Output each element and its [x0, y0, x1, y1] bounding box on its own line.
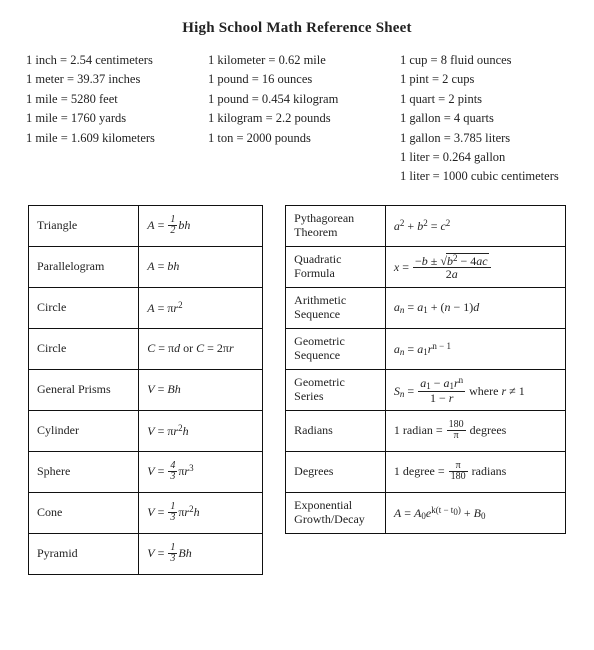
formula-name: Triangle — [29, 205, 139, 246]
table-row: Exponential Growth/Decay A = A0ek(t − t0… — [286, 492, 566, 533]
table-row: Sphere V = 43πr3 — [29, 451, 263, 492]
conversion-line: 1 liter = 0.264 gallon — [400, 148, 568, 167]
table-row: Pyramid V = 13Bh — [29, 533, 263, 574]
formula-name: Cylinder — [29, 410, 139, 451]
table-row: Parallelogram A = bh — [29, 246, 263, 287]
formula-cell: A = πr2 — [139, 287, 263, 328]
formula-cell: x = −b ± b2 − 4ac2a — [385, 246, 565, 287]
formula-cell: C = πd or C = 2πr — [139, 328, 263, 369]
table-row: Circle A = πr2 — [29, 287, 263, 328]
formula-cell: V = πr2h — [139, 410, 263, 451]
conversion-line: 1 mile = 1.609 kilometers — [26, 129, 194, 148]
conversion-line: 1 gallon = 4 quarts — [400, 109, 568, 128]
formula-name: Pyramid — [29, 533, 139, 574]
formula-name: Parallelogram — [29, 246, 139, 287]
formula-name: Exponential Growth/Decay — [286, 492, 386, 533]
conversion-line: 1 pound = 0.454 kilogram — [208, 90, 386, 109]
table-row: Cylinder V = πr2h — [29, 410, 263, 451]
formula-tables: Triangle A = 12bh Parallelogram A = bh C… — [28, 205, 566, 575]
formula-name: Radians — [286, 410, 386, 451]
conversion-col-1: 1 inch = 2.54 centimeters 1 meter = 39.3… — [26, 51, 194, 187]
table-row: Geometric Sequence an = a1rn − 1 — [286, 328, 566, 369]
table-row: Triangle A = 12bh — [29, 205, 263, 246]
conversion-line: 1 ton = 2000 pounds — [208, 129, 386, 148]
conversion-line: 1 liter = 1000 cubic centimeters — [400, 167, 568, 186]
formula-name: General Prisms — [29, 369, 139, 410]
formula-cell: a2 + b2 = c2 — [385, 205, 565, 246]
formula-cell: A = A0ek(t − t0) + B0 — [385, 492, 565, 533]
formula-cell: 1 radian = 180π degrees — [385, 410, 565, 451]
formula-cell: an = a1rn − 1 — [385, 328, 565, 369]
conversion-line: 1 pound = 16 ounces — [208, 70, 386, 89]
formula-name: Cone — [29, 492, 139, 533]
conversion-line: 1 mile = 5280 feet — [26, 90, 194, 109]
table-row: Cone V = 13πr2h — [29, 492, 263, 533]
algebra-formula-table: Pythagorean Theorem a2 + b2 = c2 Quadrat… — [285, 205, 566, 534]
conversion-col-3: 1 cup = 8 fluid ounces 1 pint = 2 cups 1… — [400, 51, 568, 187]
formula-cell: V = 13πr2h — [139, 492, 263, 533]
conversion-line: 1 quart = 2 pints — [400, 90, 568, 109]
formula-name: Quadratic Formula — [286, 246, 386, 287]
conversion-line: 1 inch = 2.54 centimeters — [26, 51, 194, 70]
formula-cell: 1 degree = π180 radians — [385, 451, 565, 492]
conversion-line: 1 kilometer = 0.62 mile — [208, 51, 386, 70]
table-row: Pythagorean Theorem a2 + b2 = c2 — [286, 205, 566, 246]
formula-name: Degrees — [286, 451, 386, 492]
conversion-col-2: 1 kilometer = 0.62 mile 1 pound = 16 oun… — [208, 51, 386, 187]
formula-cell: V = 43πr3 — [139, 451, 263, 492]
table-row: Circle C = πd or C = 2πr — [29, 328, 263, 369]
table-row: General Prisms V = Bh — [29, 369, 263, 410]
formula-cell: V = Bh — [139, 369, 263, 410]
conversion-line: 1 mile = 1760 yards — [26, 109, 194, 128]
formula-name: Circle — [29, 287, 139, 328]
table-row: Geometric Series Sn = a1 − a1rn1 − r whe… — [286, 369, 566, 410]
formula-name: Arithmetic Sequence — [286, 287, 386, 328]
conversion-line: 1 pint = 2 cups — [400, 70, 568, 89]
table-row: Degrees 1 degree = π180 radians — [286, 451, 566, 492]
conversion-line: 1 meter = 39.37 inches — [26, 70, 194, 89]
formula-name: Geometric Series — [286, 369, 386, 410]
formula-cell: Sn = a1 − a1rn1 − r where r ≠ 1 — [385, 369, 565, 410]
formula-name: Geometric Sequence — [286, 328, 386, 369]
formula-cell: V = 13Bh — [139, 533, 263, 574]
geometry-formula-table: Triangle A = 12bh Parallelogram A = bh C… — [28, 205, 263, 575]
conversion-columns: 1 inch = 2.54 centimeters 1 meter = 39.3… — [26, 51, 568, 187]
formula-name: Sphere — [29, 451, 139, 492]
conversion-line: 1 gallon = 3.785 liters — [400, 129, 568, 148]
formula-name: Circle — [29, 328, 139, 369]
table-row: Arithmetic Sequence an = a1 + (n − 1)d — [286, 287, 566, 328]
table-row: Radians 1 radian = 180π degrees — [286, 410, 566, 451]
conversion-line: 1 kilogram = 2.2 pounds — [208, 109, 386, 128]
formula-cell: A = bh — [139, 246, 263, 287]
table-row: Quadratic Formula x = −b ± b2 − 4ac2a — [286, 246, 566, 287]
formula-cell: an = a1 + (n − 1)d — [385, 287, 565, 328]
page-title: High School Math Reference Sheet — [20, 20, 574, 37]
formula-cell: A = 12bh — [139, 205, 263, 246]
conversion-line: 1 cup = 8 fluid ounces — [400, 51, 568, 70]
formula-name: Pythagorean Theorem — [286, 205, 386, 246]
